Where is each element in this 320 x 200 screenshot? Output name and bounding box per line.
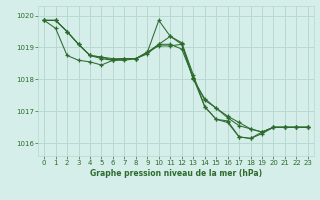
X-axis label: Graphe pression niveau de la mer (hPa): Graphe pression niveau de la mer (hPa) [90, 169, 262, 178]
